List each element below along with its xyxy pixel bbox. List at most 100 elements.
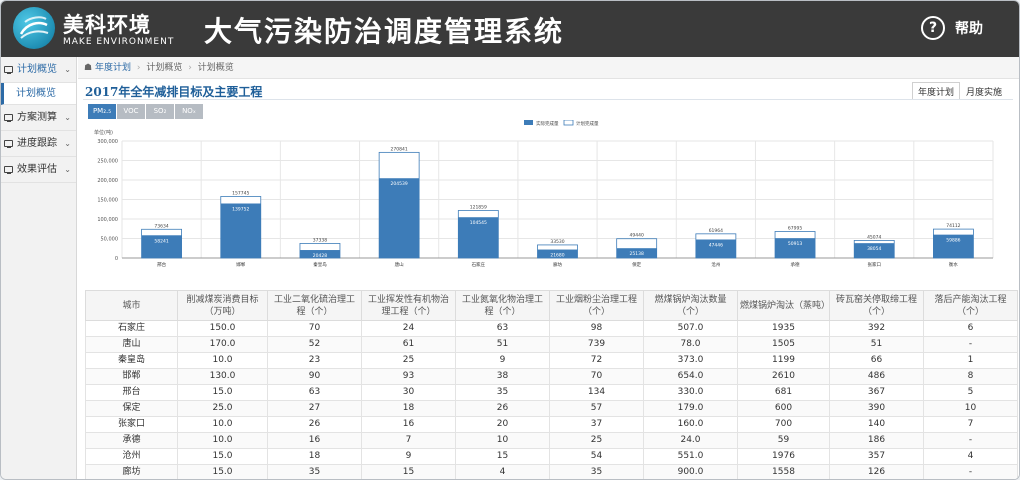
tab-annual-plan[interactable]: 年度计划 bbox=[911, 82, 960, 100]
table-cell: 38 bbox=[455, 368, 550, 385]
table-cell: 7 bbox=[361, 432, 456, 449]
table-cell: 24 bbox=[361, 320, 456, 337]
tab-pm25[interactable]: PM₂.₅ bbox=[88, 104, 116, 119]
table-body: 石家庄 150.0 70 24 63 98 507.0 1935 392 6 唐山 170.0 52 61… bbox=[85, 320, 1018, 479]
legend-label-actual: 实际完成量 bbox=[536, 120, 559, 127]
table-row: 沧州 15.0 18 9 15 54 551.0 1976 357 4 bbox=[85, 448, 1018, 465]
tab-monthly-implementation[interactable]: 月度实施 bbox=[965, 88, 1002, 98]
table-cell: 15 bbox=[361, 464, 456, 479]
column-header: 工业二氧化硫治理工程（个） bbox=[267, 290, 362, 321]
monitor-icon bbox=[4, 166, 13, 175]
column-header: 燃煤锅炉淘汰（蒸吨） bbox=[737, 290, 830, 321]
chevron-down-icon: ⌄ bbox=[64, 139, 71, 148]
column-header: 落后产能淘汰工程（个） bbox=[923, 290, 1018, 321]
y-tick-label: 250,000 bbox=[97, 159, 118, 165]
top-header: 美科环境 MAKE ENVIRONMENT 大气污染防治调度管理系统 ? 帮助 bbox=[1, 1, 1019, 57]
data-label-actual: 50913 bbox=[788, 241, 802, 247]
y-tick-label: 300,000 bbox=[97, 139, 118, 145]
table-cell: 72 bbox=[549, 352, 644, 369]
data-label-plan: 33530 bbox=[550, 239, 564, 245]
data-label-actual: 204539 bbox=[391, 181, 408, 187]
table-cell: 140 bbox=[829, 416, 924, 433]
table-cell: 98 bbox=[549, 320, 644, 337]
table-cell: 37 bbox=[549, 416, 644, 433]
title-divider bbox=[83, 99, 1013, 100]
table-cell: 8 bbox=[923, 368, 1018, 385]
company-logo bbox=[13, 7, 55, 49]
monitor-icon bbox=[4, 66, 13, 75]
column-header: 燃煤锅炉淘汰数量（个） bbox=[643, 290, 738, 321]
tab-so2[interactable]: SO₂ bbox=[146, 104, 174, 119]
breadcrumb-separator: › bbox=[136, 63, 141, 73]
column-header: 削减煤炭消费目标（万吨） bbox=[177, 290, 268, 321]
data-label-actual: 58241 bbox=[154, 238, 168, 244]
table-cell: 9 bbox=[361, 448, 456, 465]
table-cell: 6 bbox=[923, 320, 1018, 337]
column-header: 工业挥发性有机物治理工程（个） bbox=[361, 290, 456, 321]
sidebar-item-label: 效果评估 bbox=[17, 164, 57, 175]
table-cell: 739 bbox=[549, 336, 644, 353]
table-cell: 2610 bbox=[737, 368, 830, 385]
chevron-down-icon: ⌄ bbox=[64, 165, 71, 174]
table-cell: 10.0 bbox=[177, 432, 268, 449]
data-label-actual: 21680 bbox=[550, 253, 564, 259]
table-cell: - bbox=[923, 336, 1018, 353]
bar-actual bbox=[379, 178, 420, 258]
table-cell: 150.0 bbox=[177, 320, 268, 337]
table-row: 邯郸 130.0 90 93 38 70 654.0 2610 486 8 bbox=[85, 368, 1018, 385]
monitor-icon bbox=[4, 140, 13, 149]
table-cell: 保定 bbox=[85, 400, 178, 417]
table-row: 保定 25.0 27 18 26 57 179.0 600 390 10 bbox=[85, 400, 1018, 417]
sidebar-item-plan-overview[interactable]: 计划概览 ⌄ bbox=[1, 57, 76, 83]
tab-voc[interactable]: VOC bbox=[117, 104, 145, 119]
chevron-down-icon: ⌄ bbox=[64, 113, 71, 122]
table-cell: 邯郸 bbox=[85, 368, 178, 385]
table-cell: 78.0 bbox=[643, 336, 738, 353]
table-cell: 59 bbox=[737, 432, 830, 449]
y-tick-label: 200,000 bbox=[97, 178, 118, 184]
table-row: 石家庄 150.0 70 24 63 98 507.0 1935 392 6 bbox=[85, 320, 1018, 337]
column-header: 工业氮氧化物治理工程（个） bbox=[455, 290, 550, 321]
legend-swatch-plan bbox=[563, 120, 574, 126]
table-cell: 石家庄 bbox=[85, 320, 178, 337]
table-cell: - bbox=[923, 464, 1018, 479]
sidebar-subitem-plan-overview[interactable]: 计划概览 bbox=[1, 83, 76, 105]
table-cell: 9 bbox=[455, 352, 550, 369]
table-cell: 沧州 bbox=[85, 448, 178, 465]
bar-actual bbox=[933, 234, 974, 258]
home-icon: ☗ bbox=[84, 63, 93, 73]
x-tick-label: 保定 bbox=[632, 261, 641, 268]
table-cell: 1976 bbox=[737, 448, 830, 465]
table-cell: 10 bbox=[923, 400, 1018, 417]
table-cell: 35 bbox=[267, 464, 362, 479]
view-tabs: 年度计划 月度实施 bbox=[911, 82, 1008, 100]
table-row: 廊坊 15.0 35 15 4 35 900.0 1558 126- bbox=[85, 464, 1018, 479]
table-cell: 134 bbox=[549, 384, 644, 401]
table-cell: 63 bbox=[267, 384, 362, 401]
table-cell: 61 bbox=[361, 336, 456, 353]
table-cell: 15.0 bbox=[177, 464, 268, 479]
table-cell: 373.0 bbox=[643, 352, 738, 369]
table-cell: 486 bbox=[829, 368, 924, 385]
table-cell: 600 bbox=[737, 400, 830, 417]
tab-nox[interactable]: NOₓ bbox=[175, 104, 203, 119]
table-cell: 26 bbox=[455, 400, 550, 417]
y-tick-label: 100,000 bbox=[97, 217, 118, 223]
sidebar-item-evaluation[interactable]: 效果评估 ⌄ bbox=[1, 157, 76, 183]
sidebar-item-progress[interactable]: 进度跟踪 ⌄ bbox=[1, 131, 76, 157]
table-cell: 52 bbox=[267, 336, 362, 353]
table-cell: 26 bbox=[267, 416, 362, 433]
table-cell: 57 bbox=[549, 400, 644, 417]
data-label-plan: 157745 bbox=[232, 190, 249, 196]
breadcrumb-item[interactable]: 年度计划 bbox=[94, 63, 131, 73]
table-row: 邢台 15.0 63 30 35 134 330.0 681 367 5 bbox=[85, 384, 1018, 401]
breadcrumb-item[interactable]: 计划概览 bbox=[146, 63, 183, 73]
table-cell: 廊坊 bbox=[85, 464, 178, 479]
bar-actual bbox=[220, 203, 261, 258]
breadcrumb: ☗ 年度计划 › 计划概览 › 计划概览 bbox=[78, 57, 1019, 79]
table-cell: 70 bbox=[549, 368, 644, 385]
help-button[interactable]: ? 帮助 bbox=[921, 16, 983, 40]
table-cell: 18 bbox=[361, 400, 456, 417]
sidebar-item-scheme-calc[interactable]: 方案测算 ⌄ bbox=[1, 105, 76, 131]
y-tick-label: 150,000 bbox=[97, 198, 118, 204]
